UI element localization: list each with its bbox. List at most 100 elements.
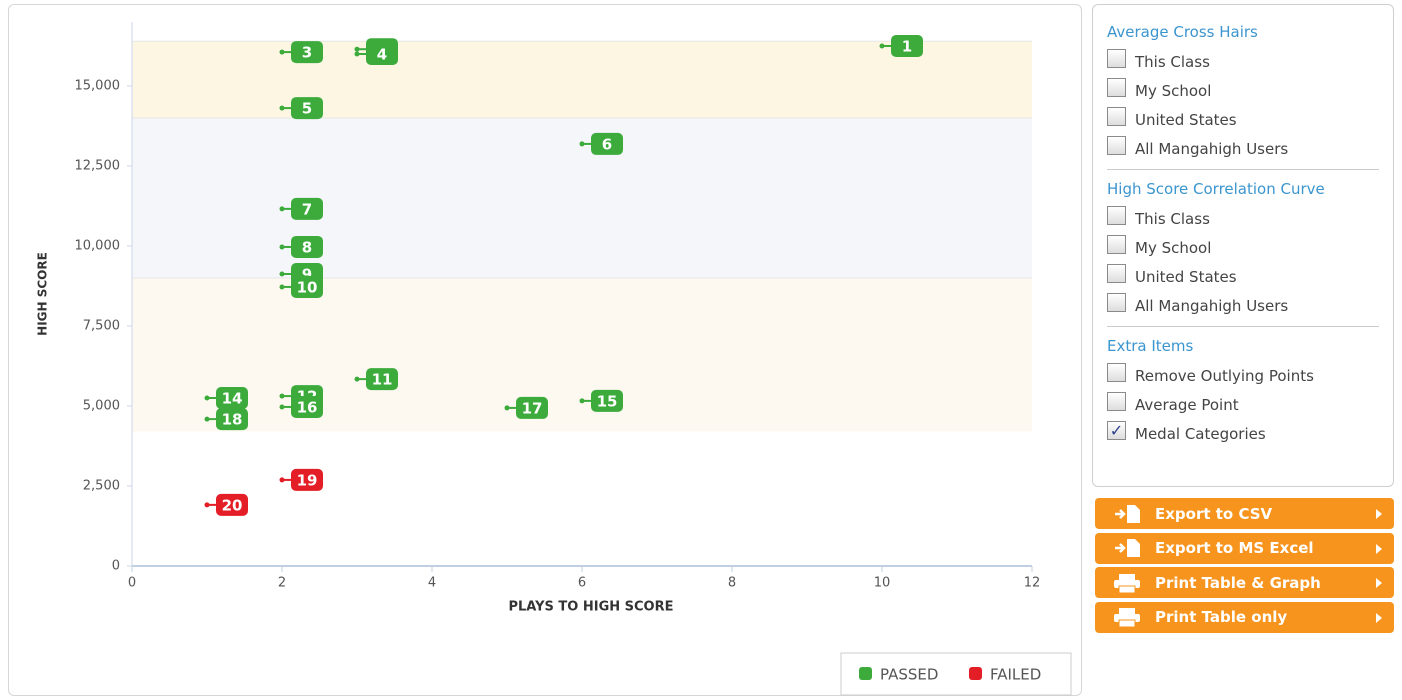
x-tick-label: 10	[874, 576, 891, 591]
checkbox[interactable]	[1107, 264, 1126, 283]
checkbox-option[interactable]: This Class	[1107, 47, 1379, 76]
legend-swatch	[859, 667, 872, 680]
checkbox-option[interactable]: United States	[1107, 105, 1379, 134]
point-label: 7	[302, 200, 312, 218]
point-label: 1	[902, 38, 912, 56]
checkbox-option[interactable]: United States	[1107, 262, 1379, 291]
checkbox[interactable]	[1107, 206, 1126, 225]
checkbox[interactable]: ✓	[1107, 421, 1126, 440]
data-point: 11	[354, 368, 398, 391]
checkbox-option[interactable]: ✓ Medal Categories	[1107, 419, 1379, 448]
arrow-icon	[1376, 578, 1382, 588]
checkbox-option[interactable]: All Mangahigh Users	[1107, 291, 1379, 320]
point-tag	[291, 395, 323, 418]
action-button[interactable]: Print Table only	[1095, 601, 1394, 633]
point-label: 20	[222, 496, 243, 514]
section-title: Average Cross Hairs	[1107, 23, 1258, 41]
section-title: High Score Correlation Curve	[1107, 180, 1325, 198]
data-point: 8	[279, 235, 323, 258]
button-list: Export to CSV Export to MS Excel Print Tab…	[1095, 498, 1394, 636]
checkbox-option[interactable]: Average Point	[1107, 390, 1379, 419]
data-point: 17	[504, 396, 548, 419]
y-tick-label: 5,000	[83, 399, 120, 414]
data-point: 1	[879, 35, 923, 57]
x-tick-label: 0	[128, 576, 136, 591]
export-icon	[1115, 539, 1140, 557]
y-tick-label: 7,500	[83, 319, 120, 334]
point-tag	[891, 35, 923, 57]
checkbox-option[interactable]: All Mangahigh Users	[1107, 134, 1379, 163]
point-tag	[216, 493, 248, 516]
data-point: 4	[354, 43, 398, 65]
legend-box	[840, 652, 1072, 696]
point-label: 16	[297, 398, 318, 416]
point-tag	[291, 97, 323, 120]
point-label: 3	[302, 44, 312, 62]
point-tag	[291, 197, 323, 220]
point-tag	[591, 389, 623, 412]
x-tick-label: 2	[278, 576, 286, 591]
action-button[interactable]: Export to CSV	[1095, 498, 1394, 529]
print-icon	[1114, 573, 1140, 593]
checkbox-option[interactable]: My School	[1107, 233, 1379, 262]
checkbox-option[interactable]: My School	[1107, 76, 1379, 105]
point-tag	[591, 132, 623, 155]
button-label: Export to CSV	[1155, 504, 1273, 523]
checkbox[interactable]	[1107, 107, 1126, 126]
data-point: 7	[279, 197, 323, 220]
data-point: 20	[204, 493, 248, 516]
arrow-icon	[1376, 543, 1382, 554]
checkbox-label: My School	[1135, 238, 1212, 257]
checkbox-label: Medal Categories	[1135, 424, 1266, 443]
x-tick-label: 6	[578, 576, 586, 591]
y-tick-label: 12,500	[75, 159, 121, 174]
point-tag	[366, 43, 398, 65]
point-tag	[291, 468, 323, 491]
chart-panel: PLAYS TO HIGH SCORE HIGH SCORE 0 2,500 5,0…	[8, 4, 1082, 696]
action-button[interactable]: Export to MS Excel	[1095, 532, 1394, 564]
checkbox-label: This Class	[1135, 52, 1210, 71]
point-label: 19	[297, 471, 318, 489]
legend-label: FAILED	[990, 666, 1041, 684]
checkbox-label: All Mangahigh Users	[1135, 296, 1289, 315]
checkbox[interactable]	[1107, 49, 1126, 68]
checkbox-label: Average Point	[1135, 395, 1239, 414]
legend-swatch	[969, 667, 982, 680]
x-tick-label: 4	[428, 576, 436, 591]
point-label: 5	[302, 100, 312, 118]
point-label: 15	[597, 392, 618, 410]
y-tick-label: 2,500	[83, 479, 120, 494]
data-point: 5	[279, 97, 323, 120]
x-tick-label: 12	[1024, 576, 1041, 591]
data-point: 3	[279, 41, 323, 64]
checkbox[interactable]	[1107, 293, 1126, 312]
point-tag	[216, 408, 248, 431]
checkbox-option[interactable]: This Class	[1107, 204, 1379, 233]
data-point: 15	[579, 389, 623, 412]
checkbox[interactable]	[1107, 363, 1126, 382]
legend-label: PASSED	[880, 666, 938, 684]
sidebar: Average Cross Hairs This Class My School Un…	[1092, 4, 1394, 487]
action-button[interactable]: Print Table & Graph	[1095, 567, 1394, 598]
checkbox[interactable]	[1107, 136, 1126, 155]
point-tag	[516, 396, 548, 419]
data-point: 19	[279, 468, 323, 491]
checkbox[interactable]	[1107, 235, 1126, 254]
checkbox-label: United States	[1135, 110, 1237, 129]
export-icon	[1115, 504, 1140, 523]
x-axis-label: PLAYS TO HIGH SCORE	[508, 600, 673, 615]
data-point: 6	[579, 132, 623, 155]
y-axis-label: HIGH SCORE	[36, 252, 50, 336]
medal-band	[132, 278, 1032, 432]
checkbox[interactable]	[1107, 78, 1126, 97]
arrow-icon	[1376, 509, 1382, 519]
data-point: 14	[204, 387, 248, 409]
x-tick-label: 8	[728, 576, 736, 591]
point-label: 11	[372, 371, 393, 389]
point-label: 14	[222, 390, 243, 408]
checkbox-option[interactable]: Remove Outlying Points	[1107, 361, 1379, 390]
point-tag	[216, 387, 248, 409]
checkbox[interactable]	[1107, 392, 1126, 411]
point-label: 9	[302, 266, 312, 284]
